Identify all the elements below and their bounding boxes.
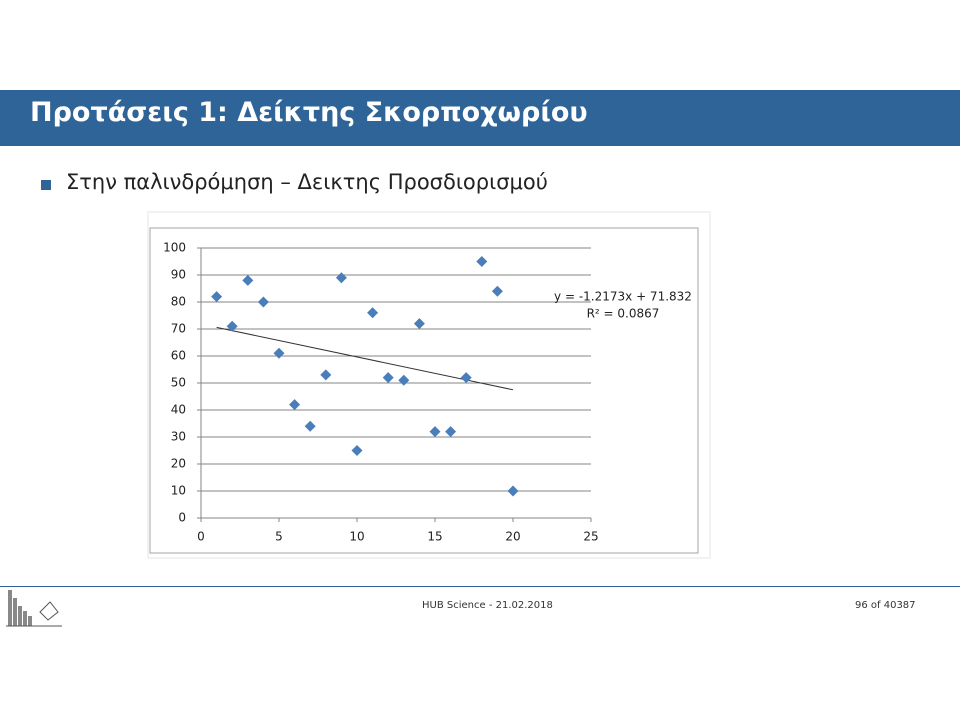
- point: [351, 445, 363, 456]
- y-tick-label: 20: [171, 457, 186, 471]
- point: [507, 485, 519, 497]
- point: [257, 296, 269, 308]
- y-tick-label: 60: [171, 349, 186, 363]
- y-tick-label: 100: [163, 241, 186, 255]
- bullet-text: Στην παλινδρόμηση – Δεικτης Προσδιορισμο…: [66, 170, 548, 194]
- point: [304, 420, 316, 432]
- y-tick-label: 30: [171, 430, 186, 444]
- point: [335, 272, 347, 284]
- title-bar: [0, 90, 960, 146]
- r-squared: R² = 0.0867: [587, 307, 660, 321]
- y-tick-label: 40: [171, 403, 186, 417]
- x-tick-label: 25: [583, 530, 598, 544]
- point: [476, 256, 488, 267]
- x-tick-label: 20: [505, 530, 520, 544]
- slide-title: Προτάσεις 1: Δείκτης Σκορποχωρίου: [30, 97, 588, 128]
- point: [460, 372, 472, 384]
- bullet-mark: [41, 180, 51, 190]
- y-tick-label: 10: [171, 484, 186, 498]
- x-tick-label: 10: [349, 530, 364, 544]
- logo: [6, 590, 62, 627]
- point: [413, 318, 425, 330]
- trendline-equation: y = -1.2173x + 71.832: [554, 290, 692, 304]
- point: [273, 347, 285, 359]
- y-tick-label: 70: [171, 322, 186, 336]
- point: [242, 274, 254, 286]
- footer-text: HUB Science - 21.02.2018: [422, 600, 553, 611]
- y-tick-label: 50: [171, 376, 186, 390]
- x-tick-label: 0: [197, 530, 205, 544]
- x-tick-label: 15: [427, 530, 442, 544]
- chart-frame: [147, 211, 711, 559]
- point: [367, 307, 379, 319]
- point: [429, 426, 441, 438]
- page-number: 96 of 40387: [855, 600, 916, 611]
- y-tick-label: 80: [171, 295, 186, 309]
- point: [289, 399, 301, 411]
- x-tick-label: 5: [275, 530, 283, 544]
- y-tick-label: 90: [171, 268, 186, 282]
- y-tick-label: 0: [178, 511, 186, 525]
- footer-line: [0, 586, 960, 587]
- point: [445, 426, 457, 438]
- point: [491, 285, 503, 297]
- point: [226, 320, 238, 332]
- point: [211, 291, 223, 303]
- point: [398, 374, 410, 386]
- point: [320, 369, 332, 381]
- chart-area: [149, 227, 699, 554]
- point: [382, 372, 394, 384]
